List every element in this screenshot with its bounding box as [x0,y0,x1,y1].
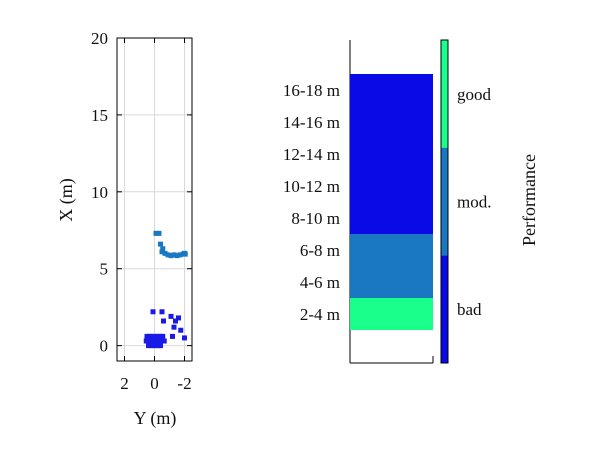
scatter-point [174,253,180,259]
scatter-point [178,327,184,333]
scatter-x-tick-label: 0 [150,374,159,393]
scatter-point [153,230,159,236]
scatter-x-axis-label: Y (m) [134,408,177,429]
scatter-y-tick-label: 0 [100,337,109,356]
scatter-point [160,333,166,339]
scatter-x-tick-label: 2 [120,374,129,393]
scatter-point [155,343,160,349]
bar-category-label: 6-8 m [300,241,340,260]
scatter-points [143,230,188,349]
scatter-x-tick-label: -2 [177,374,191,393]
bar-segments [350,74,433,330]
bar-category-label: 12-14 m [283,145,340,164]
scatter-point [168,253,174,259]
bar-category-labels: 2-4 m 4-6 m 6-8 m 8-10 m 10-12 m 12-14 m 14-16… [283,81,340,324]
scatter-point [176,315,181,321]
scatter-point [182,251,188,257]
bar-category-label: 4-6 m [300,273,340,292]
bar-category-label: 10-12 m [283,177,340,196]
colorbar: bad mod. good Performance [440,39,539,364]
scatter-point [156,230,162,236]
scatter-point [159,309,165,315]
scatter-y-tick-label: 5 [100,260,109,279]
colorbar-block-good [441,40,448,148]
bar-segment-bad [350,74,433,234]
colorbar-level-label: good [457,85,492,104]
scatter-point [161,318,166,324]
bar-category-label: 14-16 m [283,113,340,132]
scatter-point [160,246,166,252]
scatter-point [159,249,165,255]
scatter-point [165,252,171,258]
bar-segment-good [350,298,433,330]
scatter-point [170,333,175,339]
colorbar-frame [440,39,449,364]
scatter-point [146,343,151,349]
scatter-point [173,318,178,324]
scatter-point [158,343,163,349]
scatter-y-tick-label: 10 [91,183,108,202]
colorbar-blocks [441,40,448,363]
scatter-point [158,241,163,247]
scatter-y-tick-label: 15 [91,106,108,125]
colorbar-labels: bad mod. good [457,85,492,319]
scatter-point [168,313,174,319]
colorbar-title: Performance [519,154,539,246]
colorbar-block-mod [441,147,448,256]
scatter-point [150,309,156,315]
scatter-point [171,324,177,330]
scatter-point [171,252,177,258]
scatter-point [161,338,167,344]
scatter-point [177,252,183,258]
colorbar-level-label: mod. [457,193,491,212]
scatter-point [152,343,157,349]
scatter-point [182,335,187,341]
bar-segment-mod [350,234,433,298]
colorbar-block-bad [441,255,448,363]
bar-category-label: 2-4 m [300,305,340,324]
scatter-y-tick-label: 20 [91,29,108,48]
bar-category-label: 8-10 m [291,209,340,228]
colorbar-level-label: bad [457,300,482,319]
scatter-y-axis-label: X (m) [56,178,77,222]
scatter-point [162,250,168,256]
bar-category-label: 16-18 m [283,81,340,100]
performance-bar-chart: 2-4 m 4-6 m 6-8 m 8-10 m 10-12 m 12-14 m 14-16… [283,40,434,364]
scatter-point [149,343,154,349]
